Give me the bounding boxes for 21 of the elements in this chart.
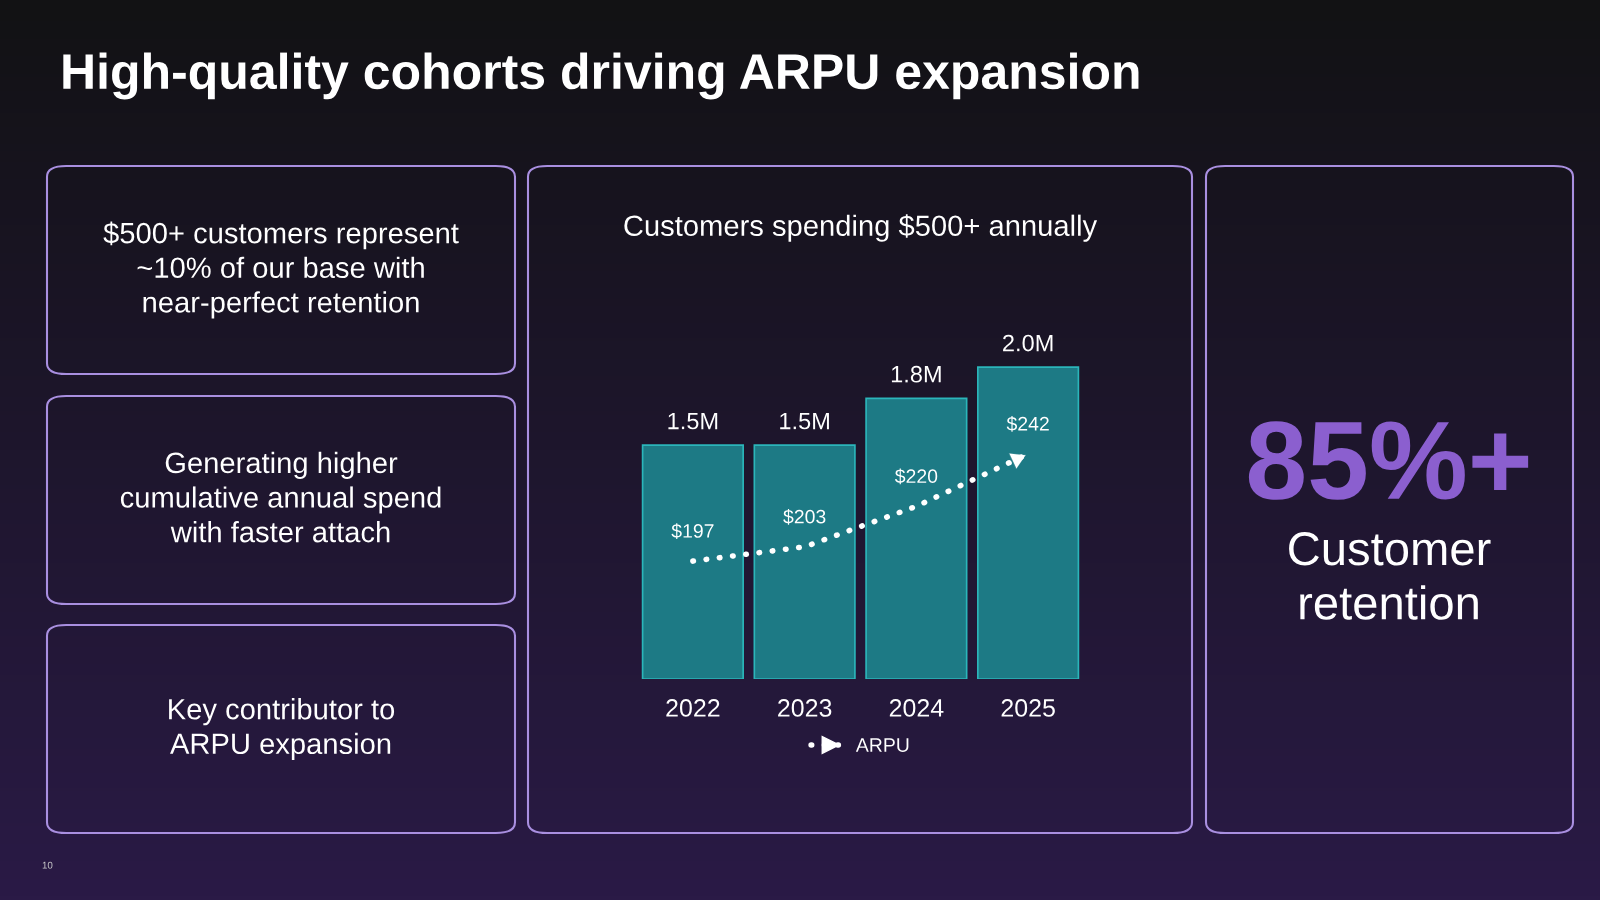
legend-label: ARPU bbox=[855, 738, 909, 752]
data-label: $203 bbox=[783, 508, 826, 525]
text: High-quality cohorts driving ARPU expansion bbox=[63, 52, 1139, 100]
chart-title: Customers spending $500+ annually bbox=[624, 214, 1098, 242]
text: Key contributor to ARPU expansion bbox=[169, 698, 395, 760]
data-label: 2.0M bbox=[1003, 334, 1053, 352]
data-label: 1.5M bbox=[668, 412, 718, 430]
data-label: $197 bbox=[671, 523, 714, 539]
text: Customer retention bbox=[1289, 532, 1491, 620]
text: 85%+ bbox=[1248, 421, 1529, 500]
data-label: 1.8M bbox=[891, 365, 941, 383]
x-tick-label: 2023 bbox=[778, 699, 832, 717]
text: $500+ customers represent ~10% of our base with near-perfect retention bbox=[103, 221, 459, 319]
text: 10 bbox=[42, 861, 53, 869]
data-label: 1.5M bbox=[780, 412, 829, 430]
text: Generating higher cumulative annual spend with faster attach bbox=[120, 451, 441, 543]
x-tick-label: 2025 bbox=[1001, 699, 1055, 717]
x-tick-label: 2024 bbox=[889, 699, 944, 717]
data-label: $220 bbox=[894, 468, 938, 485]
data-label: $242 bbox=[1006, 416, 1049, 432]
x-tick-label: 2022 bbox=[666, 699, 720, 717]
